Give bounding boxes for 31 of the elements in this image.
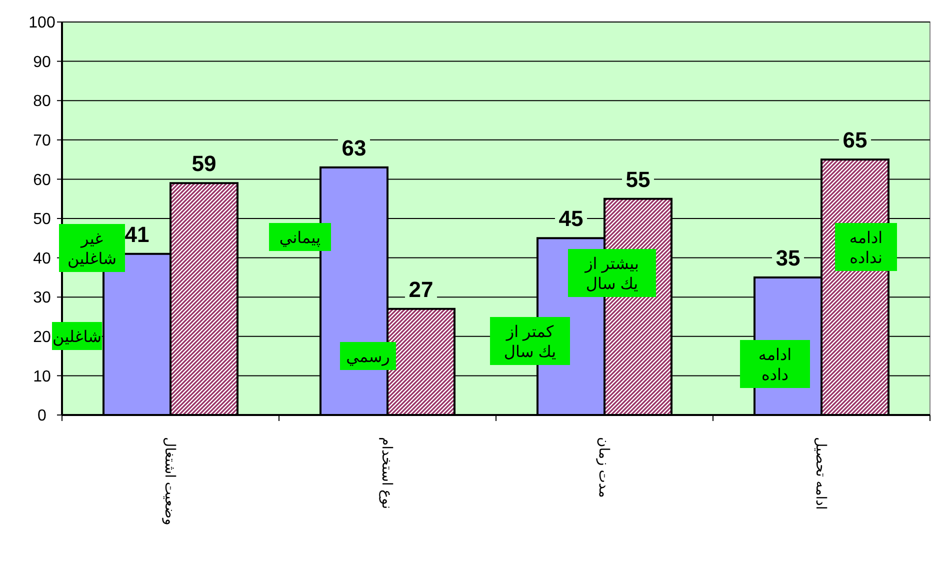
annotation: پيماني	[279, 230, 321, 247]
y-tick-label: 70	[33, 132, 51, 150]
annotation: رسمي	[346, 349, 390, 366]
data-label: 35	[776, 245, 800, 270]
annotation: بيشتر از يك سال	[584, 256, 639, 293]
y-tick-label: 30	[33, 290, 51, 307]
x-tick-label: وضعیت اشتغال	[162, 437, 178, 526]
data-label: 63	[342, 135, 366, 160]
y-tick-label: 20	[33, 329, 51, 346]
data-label: 27	[408, 276, 434, 302]
data-label: 45	[558, 206, 584, 232]
annotation: ادامه داده	[758, 347, 792, 384]
data-label: 41	[124, 222, 150, 247]
y-tick-label: 90	[33, 54, 51, 71]
data-label: 59	[192, 151, 216, 176]
x-tick-label: مدت زمان	[596, 437, 612, 498]
y-tick-label: 80	[33, 93, 51, 110]
y-tick-label: 40	[33, 250, 51, 268]
y-tick-label: 0	[38, 408, 47, 425]
annotation: شاغلين	[52, 329, 102, 346]
y-tick-label: 50	[33, 211, 51, 228]
annotation: غير شاغلين	[68, 231, 116, 268]
y-tick-label: 100	[28, 14, 56, 32]
x-tick-label: نوع استخدام	[378, 437, 396, 510]
x-tick-label: ادامه تحصیل	[814, 437, 830, 510]
annotation: ادامه نداده	[849, 230, 883, 267]
y-tick-label: 60	[33, 172, 51, 189]
data-label: 65	[842, 128, 868, 153]
data-label: 55	[626, 166, 650, 192]
y-tick-label: 10	[33, 368, 51, 386]
annotation: كمتر از يك سال	[504, 324, 556, 361]
